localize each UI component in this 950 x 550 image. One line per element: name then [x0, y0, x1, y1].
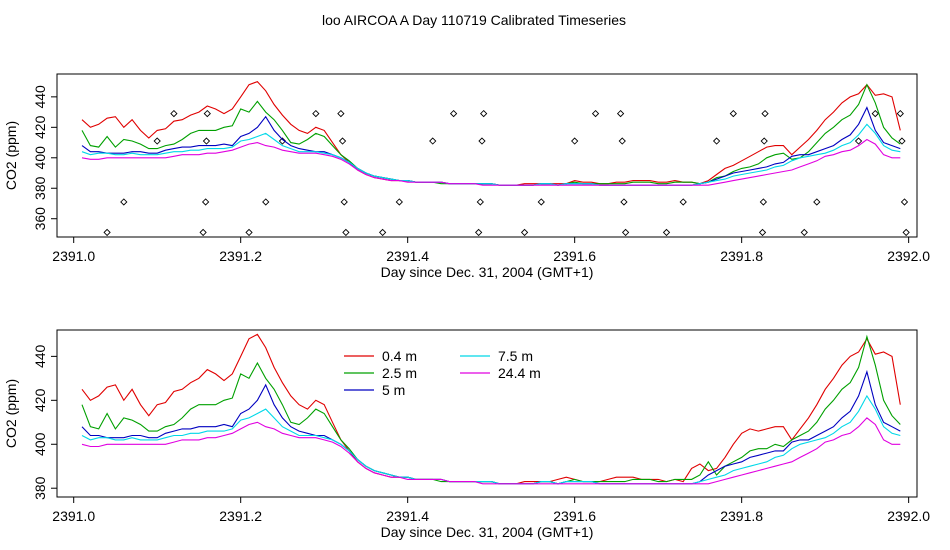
diamond-marker — [758, 228, 767, 237]
series-line-0-4-m — [81, 333, 901, 485]
y-tick-label: 380 — [32, 476, 48, 500]
diamond-marker — [618, 137, 626, 145]
diamond-marker — [729, 109, 737, 118]
series-line-24-4-m — [81, 138, 901, 186]
x-tick-label: 2391.8 — [720, 508, 763, 524]
diamond-marker — [679, 198, 687, 206]
diamond-marker — [898, 137, 906, 145]
diamond-marker — [537, 198, 545, 206]
diamond-marker — [203, 109, 211, 118]
diamond-marker — [480, 109, 488, 118]
diamond-marker — [103, 228, 111, 237]
y-tick-label: 360 — [32, 207, 48, 231]
diamond-marker — [761, 109, 769, 118]
diamond-marker — [591, 109, 600, 118]
diamond-marker — [478, 137, 486, 145]
x-tick-label: 2391.0 — [52, 248, 95, 264]
diamond-marker — [902, 228, 910, 237]
top-panel: 2391.0 2391.2 2391.4 2391.6 2391.8 2392.0 Day … — [3, 73, 930, 280]
series-line-2-5-m — [81, 334, 901, 485]
x-tick-label: 2391.4 — [386, 248, 429, 264]
legend-label: 7.5 m — [498, 348, 533, 364]
series-line-5-m — [81, 369, 901, 485]
plot-frame — [56, 73, 918, 238]
diamond-marker — [871, 109, 879, 118]
x-tick-label: 2391.6 — [553, 508, 596, 524]
legend-label: 2.5 m — [382, 365, 417, 381]
series-line-5-m — [81, 106, 901, 186]
diamond-marker — [896, 109, 904, 118]
series-line-7-5-m — [81, 123, 901, 186]
series-line-7-5-m — [81, 394, 901, 485]
y-axis-label: CO2 (ppm) — [3, 379, 19, 448]
diamond-marker — [800, 228, 808, 237]
x-tick-label: 2391.8 — [720, 248, 763, 264]
y-tick-label: 400 — [32, 146, 48, 170]
x-tick-label: 2391.6 — [553, 248, 596, 264]
diamond-marker — [342, 228, 350, 237]
legend: 0.4 m2.5 m5 m 7.5 m24.4 m — [344, 348, 541, 398]
diamond-marker — [120, 198, 128, 206]
diamond-marker — [449, 109, 458, 118]
diamond-marker — [662, 228, 671, 237]
diamond-marker — [476, 198, 484, 206]
diamond-marker — [395, 198, 403, 206]
y-tick-label: 420 — [32, 388, 48, 412]
y-axis-label: CO2 (ppm) — [3, 121, 19, 190]
y-tick-label: 440 — [32, 85, 48, 109]
x-tick-label: 2391.0 — [52, 508, 95, 524]
diamond-marker — [340, 198, 348, 206]
diamond-marker — [201, 198, 210, 206]
diamond-marker — [571, 137, 579, 145]
figure-title: loo AIRCOA A Day 110719 Calibrated Times… — [322, 12, 626, 28]
series-line-24-4-m — [81, 417, 901, 485]
diamond-marker — [338, 137, 347, 145]
legend-label: 5 m — [382, 382, 405, 398]
diamond-marker — [854, 137, 863, 145]
diamond-marker — [900, 198, 909, 206]
diamond-marker — [616, 109, 625, 118]
x-tick-label: 2392.0 — [887, 248, 930, 264]
diamond-marker — [378, 228, 387, 237]
x-axis-label: Day since Dec. 31, 2004 (GMT+1) — [381, 524, 594, 540]
diamond-marker — [759, 198, 768, 206]
diamond-marker — [337, 109, 345, 118]
y-tick-label: 440 — [32, 344, 48, 368]
diamond-marker — [520, 228, 529, 237]
diamond-marker — [312, 109, 320, 118]
series-line-0-4-m — [81, 80, 901, 186]
legend-label: 24.4 m — [498, 365, 541, 381]
diamond-marker — [262, 198, 270, 206]
diamond-marker — [278, 137, 287, 145]
diamond-marker — [760, 137, 768, 145]
diamond-marker — [170, 109, 178, 118]
y-tick-label: 420 — [32, 115, 48, 139]
y-tick-label: 380 — [32, 176, 48, 200]
diamond-marker — [245, 228, 253, 237]
diamond-marker — [475, 228, 483, 237]
plot-frame — [56, 329, 918, 498]
legend-label: 0.4 m — [382, 348, 417, 364]
x-tick-label: 2392.0 — [887, 508, 930, 524]
diamond-marker — [813, 198, 821, 206]
x-tick-label: 2391.2 — [219, 508, 262, 524]
series-line-2-5-m — [81, 83, 901, 186]
diamond-marker — [202, 137, 211, 145]
diamond-marker — [620, 198, 628, 206]
diamond-marker — [153, 137, 161, 145]
x-tick-label: 2391.2 — [219, 248, 262, 264]
y-tick-label: 400 — [32, 432, 48, 456]
diamond-marker — [199, 228, 207, 237]
diamond-marker — [429, 137, 437, 145]
diamond-marker — [712, 137, 721, 145]
diamond-marker — [621, 228, 630, 237]
x-tick-label: 2391.4 — [386, 508, 429, 524]
x-axis-label: Day since Dec. 31, 2004 (GMT+1) — [381, 264, 594, 280]
bottom-panel: 2391.0 2391.2 2391.4 2391.6 2391.8 2392.0 Day … — [3, 329, 930, 540]
